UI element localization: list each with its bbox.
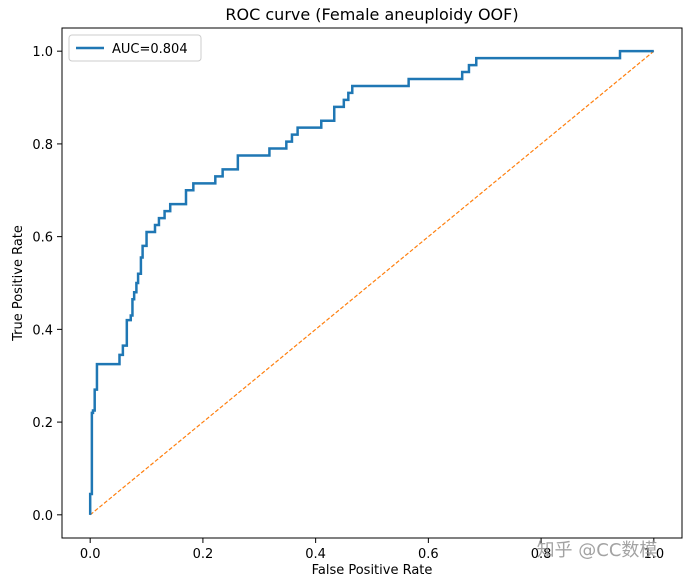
y-axis-ticks: 0.0 0.2 0.4 0.6 0.8 1.0 — [32, 45, 62, 524]
y-axis-label: True Positive Rate — [11, 225, 26, 342]
watermark: 知乎 @CC数模 — [537, 540, 658, 561]
x-tick-label: 1.0 — [643, 547, 664, 562]
plot-frame — [61, 27, 683, 539]
y-tick-label: 0.6 — [32, 231, 53, 246]
y-tick-label: 0.4 — [32, 323, 53, 338]
x-axis-ticks: 0.0 0.2 0.4 0.6 0.8 1.0 — [80, 538, 664, 562]
y-tick-label: 0.8 — [32, 138, 53, 153]
x-tick-label: 0.0 — [80, 547, 101, 562]
legend-label-roc: AUC=0.804 — [112, 42, 188, 57]
chance-diagonal-line — [89, 50, 655, 516]
x-axis-label: False Positive Rate — [312, 563, 433, 578]
y-tick-label: 0.0 — [32, 509, 53, 524]
chart-title: ROC curve (Female aneuploidy OOF) — [225, 5, 518, 24]
y-tick-label: 1.0 — [32, 45, 53, 60]
x-tick-label: 0.8 — [531, 547, 552, 562]
x-tick-label: 0.6 — [418, 547, 439, 562]
legend-box — [68, 34, 202, 62]
x-tick-label: 0.4 — [305, 547, 326, 562]
roc-curve-line — [88, 49, 654, 515]
x-tick-label: 0.2 — [193, 547, 214, 562]
y-tick-label: 0.2 — [32, 416, 53, 431]
legend: AUC=0.804 — [68, 34, 202, 62]
series-layer — [88, 49, 655, 516]
